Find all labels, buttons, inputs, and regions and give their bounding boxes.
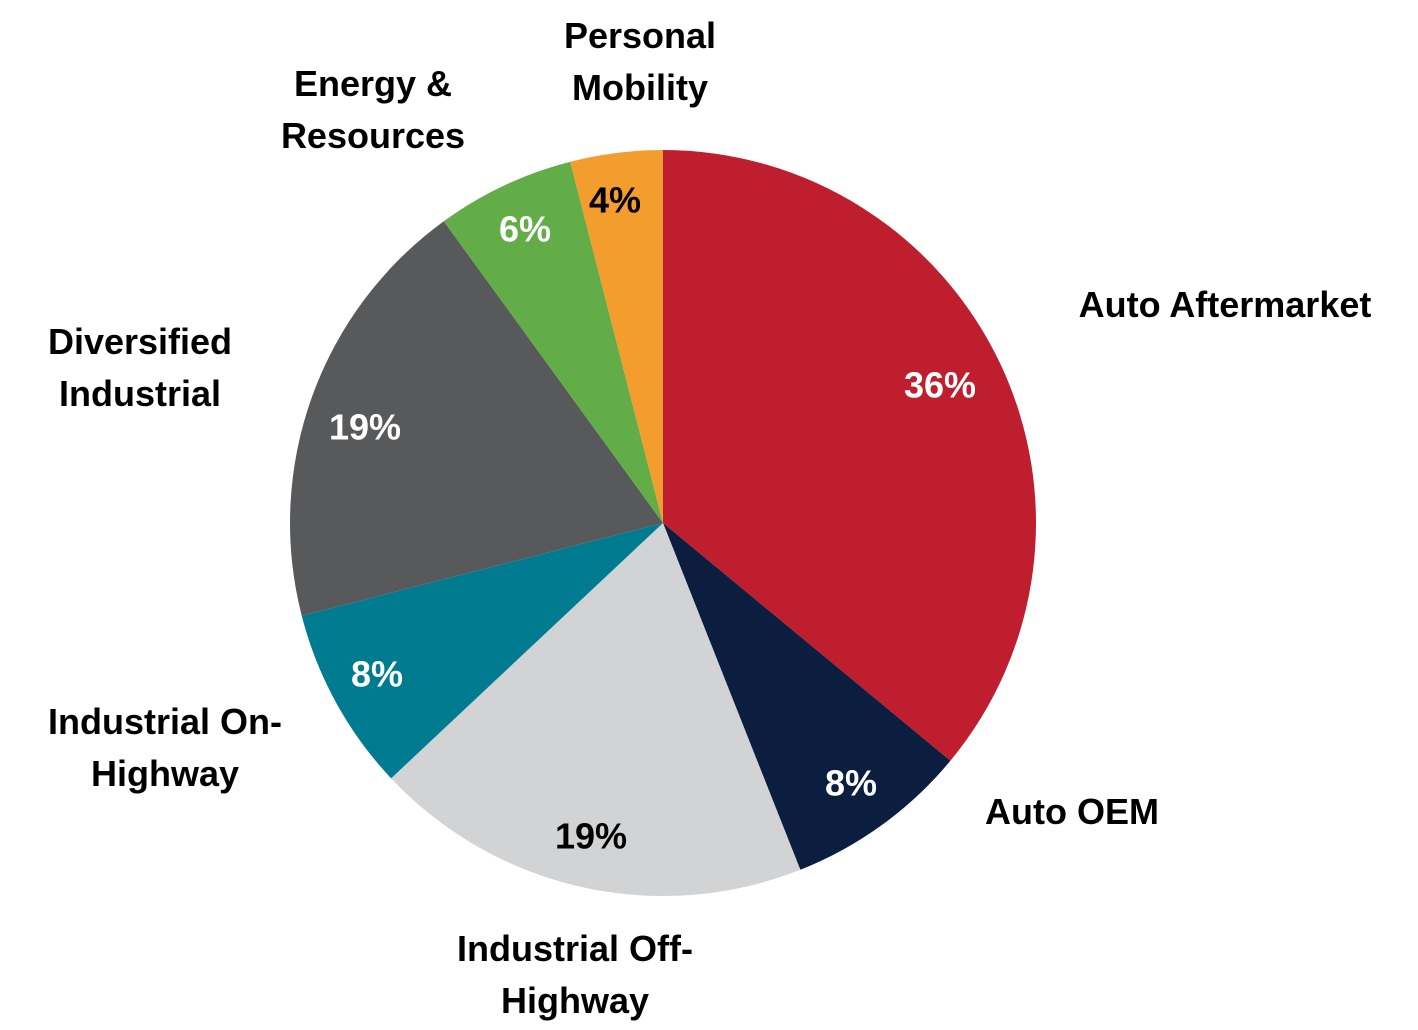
value-label: 4%	[589, 180, 641, 221]
pie-slice	[301, 523, 663, 779]
category-label: Industrial Off-Highway	[457, 927, 693, 1021]
category-label: Auto OEM	[985, 790, 1159, 832]
pie-slice	[663, 523, 951, 870]
value-label: 36%	[904, 365, 976, 406]
value-label: 19%	[329, 407, 401, 448]
value-label: 8%	[825, 763, 877, 804]
value-label: 19%	[555, 816, 627, 857]
category-label: Personal Mobility	[563, 14, 717, 108]
category-label: Industrial On-Highway	[48, 700, 282, 794]
pie-slice	[289, 221, 663, 616]
pie-slice	[443, 161, 663, 523]
category-label: Auto Aftermarket	[1078, 283, 1372, 325]
value-label: 6%	[499, 209, 551, 250]
pie-slice	[570, 150, 663, 523]
value-label: 8%	[351, 654, 403, 695]
pie-slice	[391, 523, 801, 897]
pie-slice	[663, 150, 1037, 761]
category-label: Energy & Resources	[280, 62, 466, 156]
category-label: Diversified Industrial	[47, 320, 233, 414]
